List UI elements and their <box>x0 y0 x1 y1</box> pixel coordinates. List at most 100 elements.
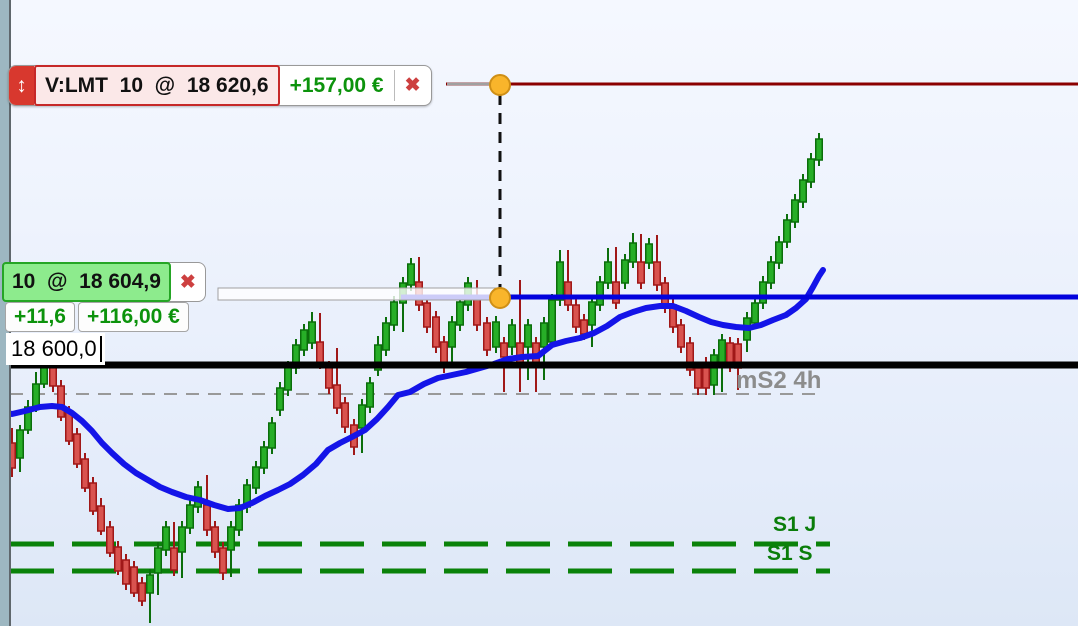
candle-body <box>596 281 604 306</box>
candle-body <box>122 559 130 585</box>
candle-body <box>316 341 324 364</box>
candle-body <box>645 243 653 264</box>
candle-body <box>325 366 333 389</box>
candle-body <box>154 547 162 574</box>
candle-body <box>407 263 415 286</box>
close-icon: ✖ <box>179 271 196 293</box>
candle-body <box>572 304 580 328</box>
candle-body <box>799 179 807 203</box>
text-cursor <box>99 336 102 362</box>
candle-body <box>162 526 170 551</box>
order-price-label[interactable]: V:LMT 10 @ 18 620,6 <box>34 65 280 106</box>
candle-body <box>751 302 759 324</box>
candle-body <box>114 546 122 572</box>
position-size-price-label[interactable]: 10 @ 18 604,9 <box>2 262 171 302</box>
candle-body <box>252 466 260 489</box>
candle-body <box>759 281 767 304</box>
candle-body <box>556 261 564 301</box>
stop-price-input[interactable]: 18 600,0 <box>6 333 105 365</box>
candle-body <box>260 446 268 469</box>
candle-body <box>686 342 694 371</box>
candle-body <box>540 322 548 348</box>
candle-body <box>382 322 390 351</box>
candle-body <box>483 322 491 351</box>
candle-body <box>718 339 726 366</box>
moving-average-line <box>0 267 826 512</box>
candle-body <box>300 329 308 351</box>
candle-body <box>97 505 105 532</box>
candle-body <box>268 422 276 449</box>
candle-body <box>81 458 89 489</box>
candle-body <box>138 582 146 602</box>
order-drag-handle[interactable]: ↕ <box>9 66 34 105</box>
candle-body <box>783 219 791 243</box>
candle-body <box>390 301 398 326</box>
candle-body <box>423 302 431 328</box>
candle-body <box>524 324 532 348</box>
candle-body <box>629 242 637 263</box>
candle-body <box>130 566 138 594</box>
candle-body <box>219 547 227 574</box>
candle-body <box>170 547 178 571</box>
candle-body <box>284 366 292 391</box>
drag-handle-dot[interactable] <box>489 74 511 96</box>
candle-body <box>580 319 588 335</box>
candle-body <box>341 402 349 428</box>
candle-body <box>333 384 341 409</box>
candle-body <box>677 324 685 348</box>
candle-body <box>508 324 516 348</box>
position-drag-rail <box>217 287 498 301</box>
candle-body <box>366 382 374 408</box>
candle-body <box>612 281 620 304</box>
candle-body <box>235 504 243 531</box>
candle-body <box>588 301 596 326</box>
candle-body <box>57 385 65 418</box>
candle-body <box>807 158 815 183</box>
candle-body <box>815 138 823 161</box>
candle-body <box>637 261 645 284</box>
candle-body <box>308 321 316 344</box>
position-profit-row: +11,6 +116,00 € <box>5 302 189 332</box>
candle-body <box>186 504 194 529</box>
candle-body <box>276 387 284 411</box>
candle-body <box>448 321 456 348</box>
candle-body <box>621 259 629 284</box>
position-label-group[interactable]: 10 @ 18 604,9 ✖ <box>2 262 206 302</box>
drag-handle-dot[interactable] <box>489 287 511 309</box>
candle-body <box>16 429 24 459</box>
candle-body <box>65 411 73 442</box>
position-close-button[interactable]: ✖ <box>171 263 205 301</box>
candle-body <box>24 406 32 431</box>
order-close-button[interactable]: ✖ <box>395 66 431 105</box>
candle-body <box>211 526 219 553</box>
candle-body <box>178 526 186 553</box>
candle-body <box>106 526 114 554</box>
candle-body <box>604 261 612 284</box>
candle-body <box>492 321 500 348</box>
candle-body <box>227 526 235 551</box>
ms2-level-label: mS2 4h <box>736 367 822 394</box>
up-down-arrows-icon: ↕ <box>16 73 27 97</box>
candle-body <box>146 574 154 594</box>
candle-body <box>456 301 464 326</box>
candle-body <box>374 344 382 371</box>
candle-body <box>432 316 440 348</box>
candle-body <box>358 404 366 429</box>
candle-body <box>710 354 718 386</box>
candle-body <box>694 367 702 389</box>
position-cash-badge: +116,00 € <box>77 302 189 332</box>
close-icon: ✖ <box>404 75 421 96</box>
candle-body <box>89 482 97 512</box>
candle-body <box>564 281 572 306</box>
stop-price-value: 18 600,0 <box>11 336 97 361</box>
candle-body <box>73 433 81 465</box>
divider <box>393 70 395 101</box>
order-label-group[interactable]: ↕ V:LMT 10 @ 18 620,6 +157,00 € ✖ <box>8 65 432 106</box>
candle-body <box>548 299 556 343</box>
candle-body <box>653 261 661 286</box>
candle-body <box>775 241 783 264</box>
s1j-level-label: S1 J <box>773 513 817 536</box>
position-points-badge: +11,6 <box>5 302 75 332</box>
candle-body <box>791 199 799 223</box>
